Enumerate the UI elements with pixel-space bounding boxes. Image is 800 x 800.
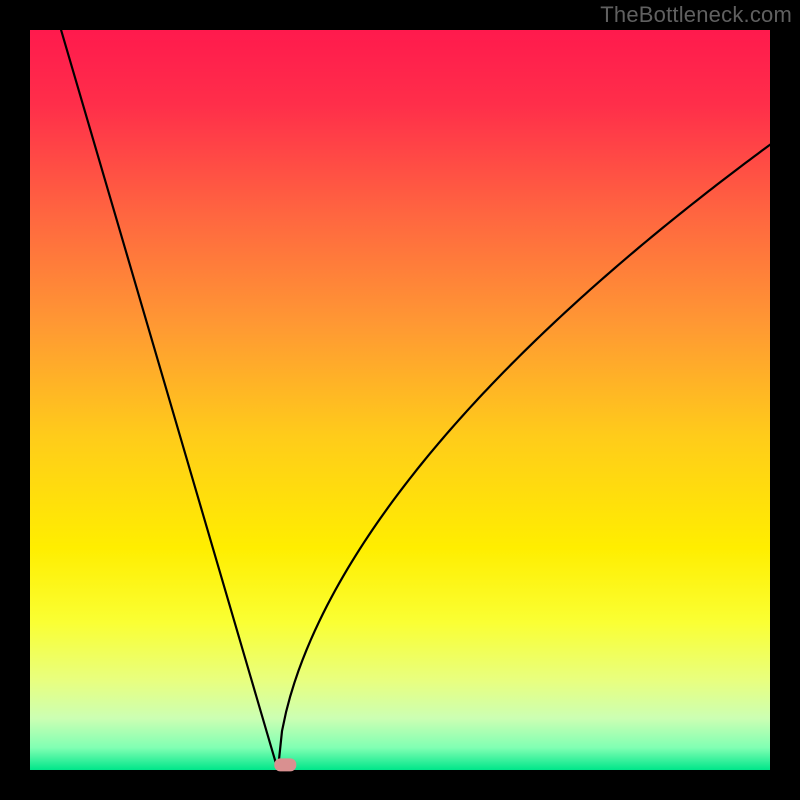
bottleneck-chart bbox=[0, 0, 800, 800]
chart-svg bbox=[0, 0, 800, 800]
watermark-text: TheBottleneck.com bbox=[600, 2, 792, 28]
optimal-marker bbox=[274, 758, 296, 771]
